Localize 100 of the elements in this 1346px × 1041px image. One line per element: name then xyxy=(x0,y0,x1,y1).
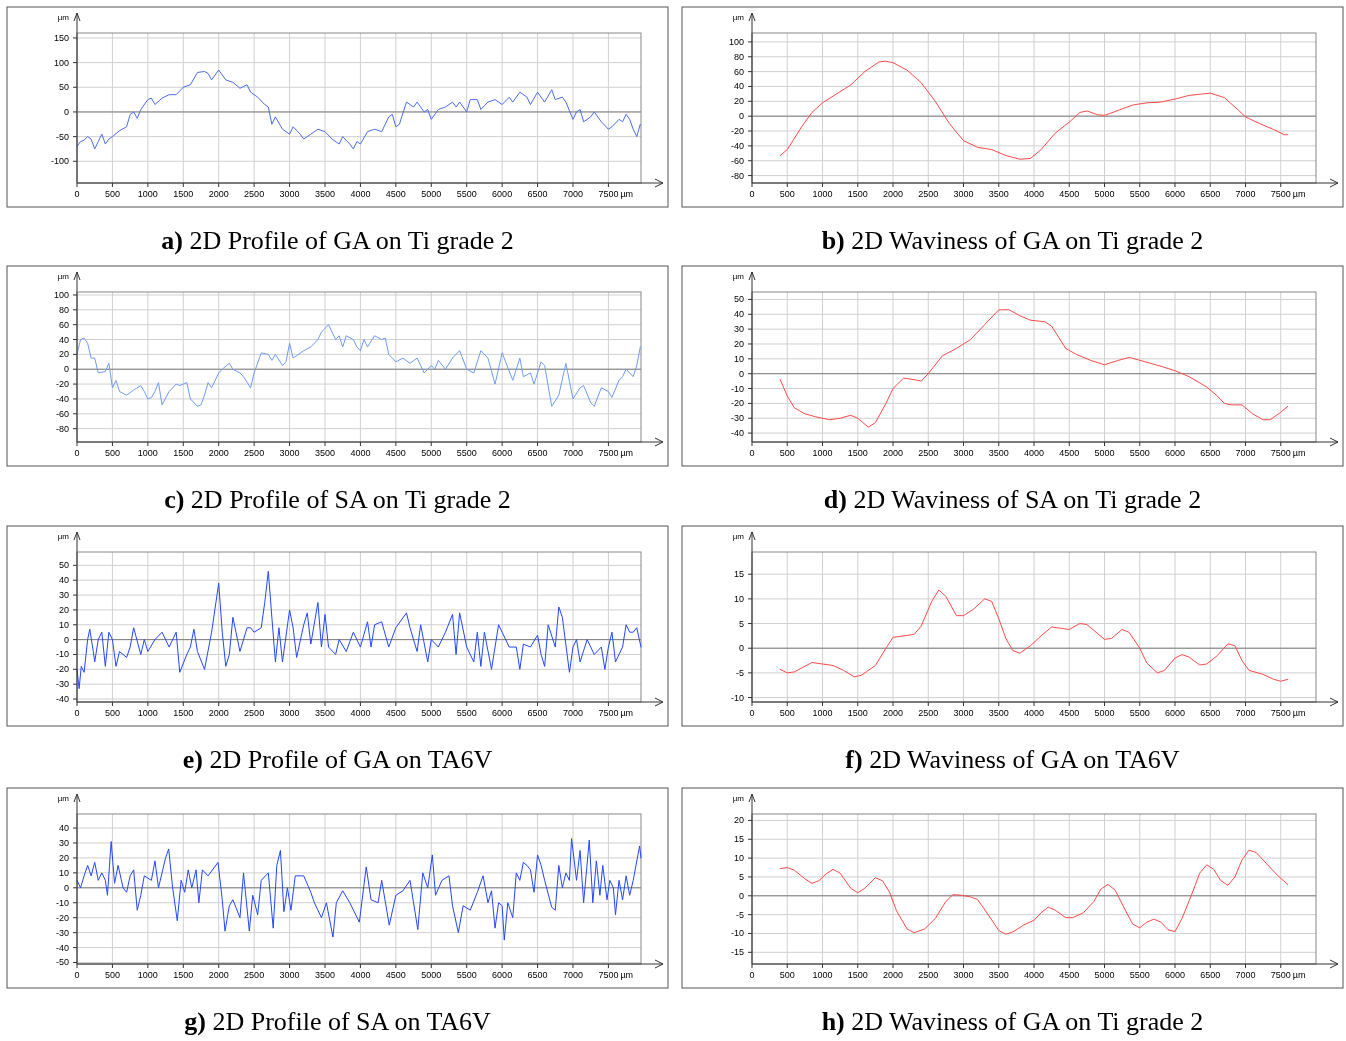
y-tick-label: -15 xyxy=(730,947,744,958)
x-tick-label: 1000 xyxy=(137,970,158,980)
x-tick-label: 500 xyxy=(104,448,120,458)
text: c) 2D Profile of SA on Ti grade 2 xyxy=(164,485,511,514)
x-tick-label: 3000 xyxy=(953,189,974,199)
x-tick-label: 4000 xyxy=(1023,189,1045,199)
y-axis-title: µm xyxy=(57,794,70,803)
x-tick-label: 2000 xyxy=(208,448,229,458)
x-tick-label: 2500 xyxy=(244,708,265,718)
y-tick-label: 0 xyxy=(738,643,744,654)
y-tick-label: -60 xyxy=(730,155,744,166)
text: d) 2D Waviness of SA on Ti grade 2 xyxy=(823,485,1202,514)
x-tick-label: 0 xyxy=(74,970,80,980)
y-tick-label: -50 xyxy=(55,957,69,968)
x-tick-label: 1500 xyxy=(173,189,194,199)
x-tick-label: 7000 xyxy=(562,189,583,199)
x-tick-label: 3500 xyxy=(314,448,336,458)
x-tick-label: 7500 xyxy=(598,189,619,199)
x-tick-label: 500 xyxy=(779,189,795,199)
x-tick-label: 3000 xyxy=(953,708,974,718)
x-tick-label: 2000 xyxy=(882,970,904,980)
x-tick-label: 5000 xyxy=(1094,708,1115,718)
y-axis-title: µm xyxy=(57,532,70,541)
y-axis-title: µm xyxy=(732,272,745,281)
y-tick-label: -20 xyxy=(55,664,69,675)
x-tick-label: 6000 xyxy=(492,708,513,718)
line-series xyxy=(76,838,642,941)
x-tick-label: 5000 xyxy=(421,708,442,718)
x-tick-label: 1000 xyxy=(137,708,158,718)
x-tick-label: 5500 xyxy=(1129,189,1150,199)
x-tick-label: 5500 xyxy=(456,970,477,980)
y-tick-label: 15 xyxy=(733,569,744,580)
x-tick-label: 1500 xyxy=(173,970,194,980)
x-tick-label: 3000 xyxy=(279,708,300,718)
x-tick-label: 3500 xyxy=(314,708,336,718)
x-tick-label: 7000 xyxy=(562,448,583,458)
y-tick-label: 20 xyxy=(733,338,744,349)
y-tick-label: -10 xyxy=(55,649,69,660)
x-tick-label: 0 xyxy=(74,189,80,199)
x-tick-label: 2500 xyxy=(918,189,939,199)
x-tick-label: 6500 xyxy=(1200,189,1221,199)
y-tick-label: 0 xyxy=(63,882,69,893)
x-tick-label: 6500 xyxy=(527,970,548,980)
x-tick-label: 6500 xyxy=(527,708,548,718)
x-tick-label: 4500 xyxy=(1059,448,1080,458)
x-tick-label: 2000 xyxy=(208,189,229,199)
y-tick-label: 40 xyxy=(58,575,69,586)
y-tick-label: 50 xyxy=(58,560,69,571)
line-series xyxy=(779,309,1289,428)
x-tick-label: 2000 xyxy=(882,708,904,718)
x-tick-label: 7000 xyxy=(1235,448,1256,458)
x-tick-label: 2500 xyxy=(918,448,939,458)
y-tick-label: 50 xyxy=(58,82,69,93)
x-tick-label: 1000 xyxy=(812,970,833,980)
y-tick-label: 30 xyxy=(733,324,744,335)
x-tick-label: 6000 xyxy=(492,970,513,980)
x-tick-label: 1000 xyxy=(137,448,158,458)
text: g) 2D Profile of SA on TA6V xyxy=(184,1007,491,1036)
x-tick-label: 4500 xyxy=(1059,970,1080,980)
x-tick-label: 7500 xyxy=(598,970,619,980)
x-tick-label: 500 xyxy=(779,970,795,980)
line-series xyxy=(76,324,641,407)
x-axis-title: µm xyxy=(620,448,634,458)
y-tick-label: -30 xyxy=(730,413,744,424)
x-tick-label: 5500 xyxy=(456,708,477,718)
x-tick-label: 2500 xyxy=(918,708,939,718)
y-tick-label: 40 xyxy=(58,823,69,834)
x-tick-label: 7500 xyxy=(1270,708,1291,718)
y-axis-title: µm xyxy=(732,532,745,541)
y-tick-label: 40 xyxy=(733,81,744,92)
x-tick-label: 4500 xyxy=(1059,189,1080,199)
x-tick-label: 5000 xyxy=(421,970,442,980)
text: f) 2D Waviness of GA on TA6V xyxy=(845,745,1180,774)
x-tick-label: 7000 xyxy=(562,970,583,980)
y-tick-label: -10 xyxy=(730,928,744,939)
x-tick-label: 5000 xyxy=(421,448,442,458)
line-series xyxy=(779,60,1289,160)
y-tick-label: 20 xyxy=(58,604,69,615)
x-tick-label: 1000 xyxy=(812,448,833,458)
y-tick-label: -10 xyxy=(730,383,744,394)
y-tick-label: 20 xyxy=(733,815,744,826)
y-tick-label: -30 xyxy=(55,927,69,938)
y-tick-label: -100 xyxy=(50,156,69,167)
x-tick-label: 2000 xyxy=(882,189,904,199)
y-tick-label: 10 xyxy=(733,853,744,864)
y-tick-label: 20 xyxy=(58,349,69,360)
y-tick-label: -20 xyxy=(55,912,69,923)
x-tick-label: 5500 xyxy=(456,189,477,199)
text: a) 2D Profile of GA on Ti grade 2 xyxy=(161,226,514,255)
x-tick-label: 6000 xyxy=(1164,708,1186,718)
y-tick-label: 80 xyxy=(58,304,69,315)
x-tick-label: 5500 xyxy=(1129,708,1150,718)
x-tick-label: 2000 xyxy=(208,708,229,718)
x-tick-label: 2000 xyxy=(208,970,229,980)
line-series xyxy=(779,589,1289,682)
y-tick-label: 10 xyxy=(733,593,744,604)
x-tick-label: 4000 xyxy=(1023,970,1045,980)
y-tick-label: 10 xyxy=(58,867,69,878)
y-tick-label: 60 xyxy=(733,66,744,77)
x-tick-label: 5500 xyxy=(1129,970,1150,980)
